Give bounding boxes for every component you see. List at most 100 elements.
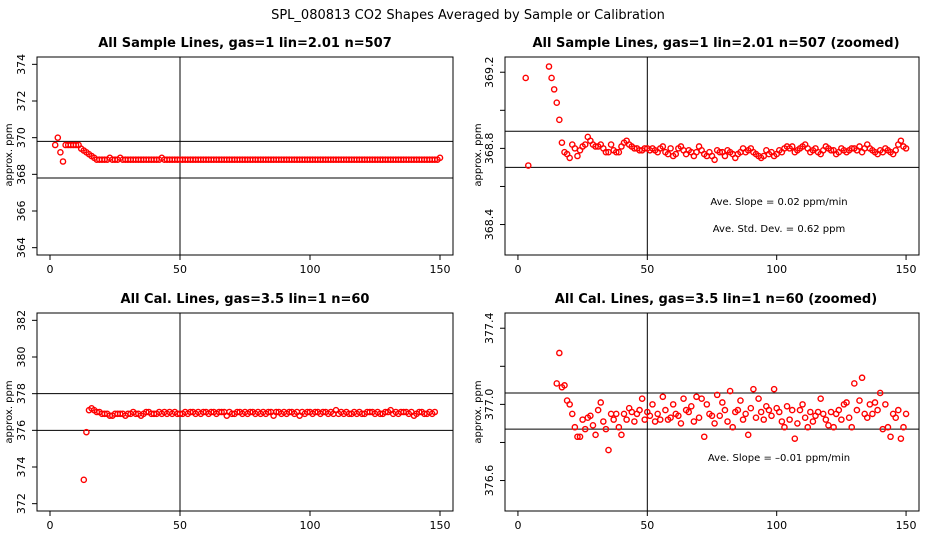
data-point	[822, 416, 830, 423]
y-axis-label: approx. ppm	[4, 380, 15, 443]
data-point	[553, 99, 561, 106]
data-point	[783, 402, 791, 410]
data-point	[656, 416, 664, 423]
data-point	[436, 154, 444, 162]
data-point	[788, 406, 796, 414]
plot-area: 0 50 100 150 368.4 368.8 369.2	[483, 56, 919, 276]
y-tick-label: 368.8	[483, 133, 496, 165]
x-tick-label: 50	[173, 519, 187, 532]
data-point	[807, 408, 814, 416]
data-point	[57, 149, 64, 156]
data-point	[768, 412, 775, 420]
y-tick-label: 368.4	[483, 209, 496, 241]
data-point	[874, 406, 881, 414]
data-point	[895, 406, 902, 414]
data-point	[83, 428, 90, 436]
data-point	[524, 162, 532, 169]
data-point	[858, 374, 866, 382]
plot-frame	[504, 56, 920, 256]
data-point	[716, 412, 724, 420]
data-point	[750, 385, 757, 393]
y-tick-label: 369.2	[483, 56, 496, 88]
data-point	[592, 431, 599, 439]
data-point	[863, 414, 871, 422]
y-axis-label: approx. ppm	[473, 123, 484, 186]
data-point	[719, 399, 726, 406]
y-tick-label: 370	[15, 127, 28, 148]
plot-area: 0 50 100 150 364 366 368 370 372 374	[15, 54, 453, 276]
data-point	[587, 412, 594, 420]
data-point	[892, 414, 900, 422]
data-point	[882, 401, 889, 408]
x-tick-label: 0	[514, 519, 521, 532]
data-point	[853, 406, 861, 414]
y-tick-label: 376.6	[483, 465, 496, 497]
data-point	[566, 401, 573, 408]
y-tick-label: 380	[15, 347, 28, 368]
data-point	[755, 395, 762, 402]
x-tick-label: 100	[766, 519, 787, 532]
data-point	[838, 416, 845, 423]
data-point	[615, 423, 623, 431]
y-tick-label: 378	[15, 383, 28, 404]
data-point	[884, 423, 892, 431]
y-tick-label: 377.0	[483, 389, 496, 421]
data-point	[556, 349, 563, 357]
data-point	[729, 423, 737, 431]
data-point	[721, 152, 729, 160]
data-point	[739, 416, 747, 423]
data-point	[711, 420, 718, 427]
data-point	[716, 148, 724, 156]
data-point	[556, 116, 563, 124]
x-tick-label: 100	[766, 263, 787, 276]
data-point	[638, 395, 646, 402]
data-point	[594, 406, 602, 414]
data-point	[892, 146, 900, 154]
data-point	[690, 418, 698, 425]
data-point	[659, 143, 667, 150]
data-point	[545, 63, 553, 70]
data-point	[662, 406, 669, 414]
data-point	[602, 425, 610, 433]
data-point	[851, 380, 858, 387]
plot-area: 0 50 100 150 376.6 377.0 377.4	[483, 312, 919, 532]
slope-annotation: Ave. Slope = 0.02 ppm/min	[710, 197, 847, 208]
data-point	[566, 154, 573, 162]
plot-area: 0 50 100 150 372 374 376 378 380 382	[15, 310, 453, 532]
data-point	[641, 416, 649, 423]
data-point	[431, 408, 439, 416]
data-point	[646, 412, 654, 420]
data-point	[887, 433, 894, 441]
data-point	[724, 418, 731, 425]
x-tick-label: 0	[514, 263, 521, 276]
data-point	[799, 401, 806, 408]
panel-title: All Sample Lines, gas=1 lin=2.01 n=507 (…	[532, 36, 899, 51]
data-point	[522, 74, 530, 82]
data-point	[80, 476, 88, 484]
data-point	[561, 382, 568, 389]
data-point	[631, 418, 638, 425]
y-tick-label: 368	[15, 164, 28, 185]
data-point	[734, 406, 742, 414]
x-tick-label: 50	[173, 263, 187, 276]
y-tick-label: 372	[15, 91, 28, 112]
x-tick-label: 150	[430, 263, 451, 276]
data-point	[600, 418, 607, 425]
data-point	[845, 414, 853, 422]
data-point	[695, 414, 703, 422]
data-point	[602, 148, 610, 156]
data-point	[737, 397, 744, 404]
data-point	[550, 86, 558, 93]
x-tick-label: 100	[300, 263, 321, 276]
data-point	[897, 435, 905, 442]
plot-frame	[36, 56, 454, 256]
data-point	[553, 380, 561, 387]
x-tick-label: 150	[896, 519, 917, 532]
data-point	[680, 395, 687, 402]
panel-sample-lines: All Sample Lines, gas=1 lin=2.01 n=507 a…	[4, 36, 454, 276]
data-point	[667, 145, 674, 152]
y-tick-label: 366	[15, 201, 28, 222]
data-point	[579, 416, 586, 423]
y-tick-label: 364	[15, 237, 28, 258]
